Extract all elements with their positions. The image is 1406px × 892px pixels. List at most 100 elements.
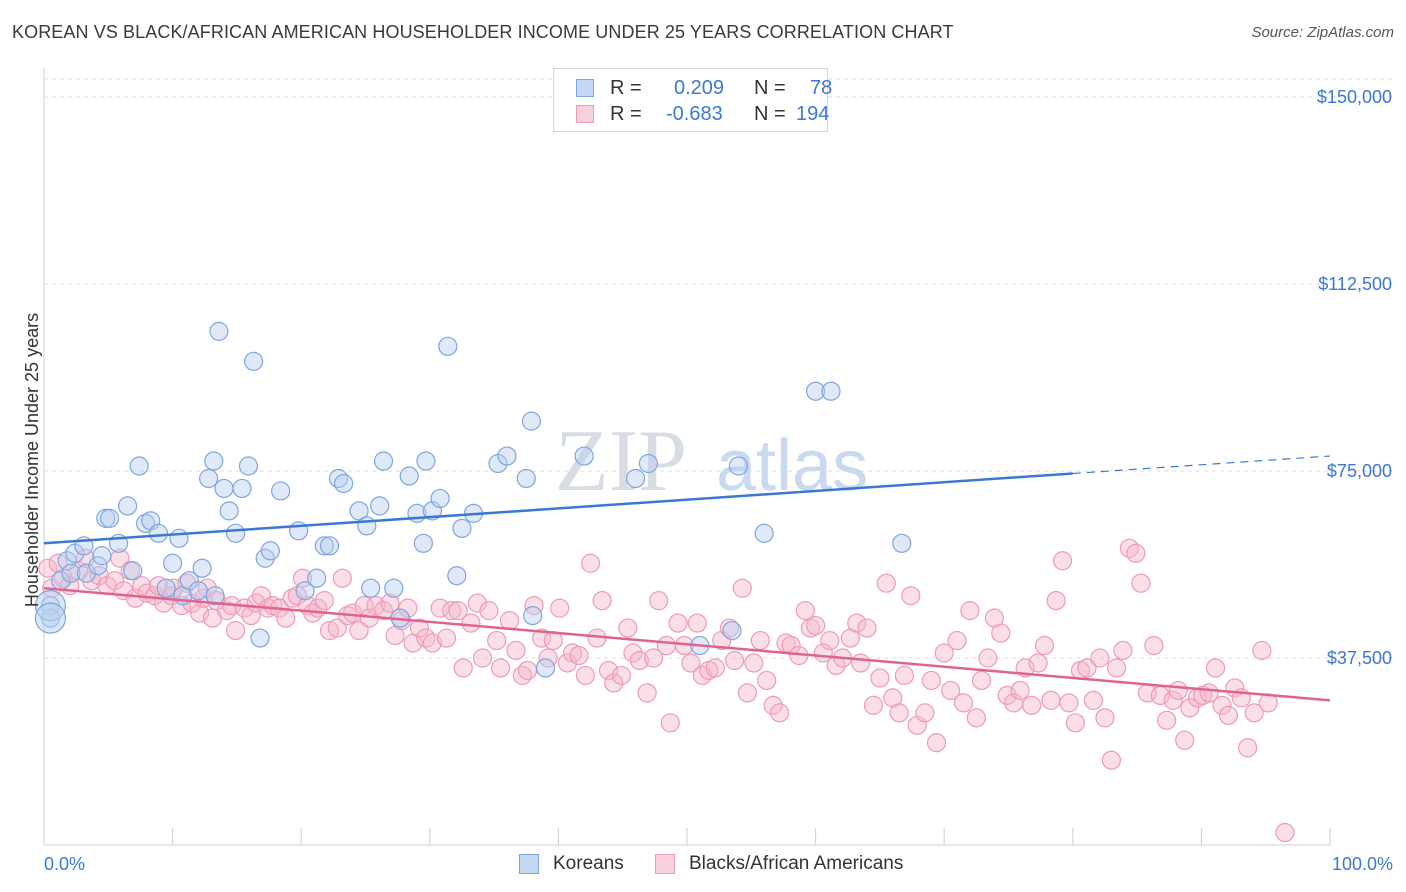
legend-r-value: 0.209: [674, 77, 725, 99]
black-point: [292, 568, 313, 588]
korean-point: [357, 516, 377, 536]
korean-point: [250, 628, 270, 648]
korean-point: [349, 501, 369, 521]
black-point: [656, 635, 677, 656]
korean-point: [76, 563, 97, 583]
korean-point: [226, 523, 246, 543]
black-point: [800, 618, 821, 638]
chart-source: Source: ZipAtlas.com: [1251, 24, 1394, 41]
black-point: [38, 558, 58, 578]
y-tick-label: $75,000: [1327, 461, 1392, 481]
black-point: [724, 650, 745, 671]
black-point: [1052, 551, 1073, 571]
black-point: [870, 668, 890, 688]
black-point: [805, 615, 826, 636]
black-point: [926, 733, 947, 753]
black-point: [490, 658, 511, 678]
black-point: [978, 648, 998, 668]
black-point: [1205, 658, 1226, 678]
black-point: [1065, 713, 1085, 733]
legend-n-value: 194: [796, 103, 830, 125]
black-point: [960, 601, 980, 621]
black-point: [795, 601, 815, 621]
korean-point: [728, 456, 749, 476]
black-point: [997, 685, 1017, 706]
black-point: [580, 553, 601, 573]
axes: [43, 68, 1331, 846]
korean-point: [447, 566, 467, 586]
black-point: [637, 683, 657, 703]
black-point: [1144, 635, 1164, 656]
black-point: [1252, 640, 1272, 661]
black-point: [148, 576, 169, 596]
korean-point: [295, 581, 315, 601]
korean-point: [148, 523, 169, 543]
korean-point: [188, 581, 208, 601]
black-point: [550, 598, 570, 618]
black-point: [1046, 591, 1066, 611]
y-tick-label: $112,500: [1318, 274, 1392, 294]
black-point: [1106, 658, 1127, 678]
correlation-legend: R = 0.209 N = 78 R = -0.683 N = 194: [553, 68, 832, 132]
korean-point: [821, 381, 841, 401]
korean-point: [232, 478, 252, 499]
black-trend-line: [43, 586, 1331, 702]
black-point: [1119, 538, 1139, 558]
black-point: [769, 703, 790, 723]
trend-lines: [43, 455, 1331, 702]
black-point: [953, 693, 974, 713]
korean-point: [754, 523, 774, 543]
korean-series-points: [34, 321, 912, 678]
korean-point: [214, 478, 234, 499]
black-point: [687, 613, 707, 633]
black-point: [380, 593, 400, 613]
korean-point: [438, 336, 458, 356]
chart-title: KOREAN VS BLACK/AFRICAN AMERICAN HOUSEHO…: [12, 22, 954, 42]
black-point: [763, 695, 783, 715]
korean-point: [260, 541, 280, 561]
black-point: [1244, 703, 1264, 723]
black-point: [332, 568, 352, 588]
black-point: [820, 630, 840, 651]
black-point: [737, 683, 758, 703]
black-point: [1095, 708, 1115, 728]
black-point: [876, 573, 896, 593]
black-point: [643, 648, 664, 668]
black-point: [934, 643, 954, 663]
korean-point: [416, 451, 436, 471]
korean-point: [497, 446, 517, 466]
black-point: [557, 653, 578, 673]
black-point: [453, 658, 473, 678]
black-point: [1090, 648, 1110, 668]
black-point: [349, 620, 369, 641]
black-point: [1113, 640, 1133, 661]
black-point: [467, 593, 487, 613]
korean-trend-line: [43, 472, 1073, 545]
korean-point: [361, 578, 381, 598]
black-point: [1101, 750, 1121, 770]
legend-n-label: N =: [754, 77, 786, 99]
black-point: [532, 628, 552, 648]
korean-point: [244, 351, 264, 371]
black-point: [915, 703, 935, 723]
korean-trend-extension: [1072, 455, 1331, 475]
black-point: [1010, 680, 1030, 701]
korean-point: [625, 468, 646, 489]
black-point: [732, 578, 752, 598]
black-point: [966, 708, 986, 728]
black-point: [744, 653, 764, 673]
korean-point: [117, 496, 138, 516]
black-point: [479, 601, 499, 621]
bottom-legend-swatch-koreans: [519, 854, 539, 874]
black-point: [857, 618, 877, 638]
black-point: [1041, 690, 1061, 710]
black-point: [901, 586, 921, 606]
black-point: [524, 596, 544, 616]
korean-point: [135, 513, 156, 533]
black-point: [398, 598, 418, 618]
black-point: [1180, 698, 1200, 718]
black-point: [921, 670, 941, 691]
black-point: [569, 645, 589, 666]
black-point: [1131, 573, 1151, 593]
black-point: [604, 673, 624, 693]
